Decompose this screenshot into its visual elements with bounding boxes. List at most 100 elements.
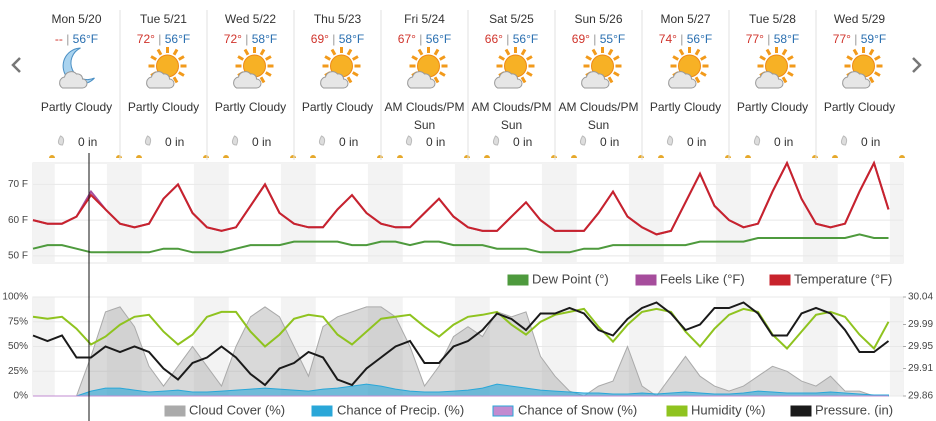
drop-icon	[231, 135, 239, 146]
sun-ray	[439, 71, 446, 77]
low-temp: 58°F	[338, 32, 365, 46]
temps: 77° | 58°F	[729, 32, 816, 46]
night-band	[628, 163, 642, 263]
separator: |	[850, 32, 861, 46]
cloud-icon	[320, 71, 349, 89]
next-arrow[interactable]	[912, 57, 922, 73]
precip-amount: 0 in	[339, 135, 359, 149]
legend-swatch	[635, 274, 657, 286]
line	[32, 301, 890, 387]
legend-label: Humidity (%)	[691, 402, 765, 417]
sun-ray	[346, 76, 353, 84]
legend-swatch	[769, 274, 791, 286]
separator: |	[154, 32, 165, 46]
cloud-icon	[59, 71, 88, 89]
precip-amount: 0 in	[861, 135, 881, 149]
high-temp: 72°	[223, 32, 242, 46]
sun-ray	[700, 55, 707, 61]
drop-icon	[753, 135, 761, 146]
day-label: Wed 5/29	[833, 12, 886, 26]
legend-label: Dew Point (°)	[532, 271, 609, 286]
sun-ray	[237, 55, 244, 61]
day-label: Fri 5/24	[404, 12, 445, 26]
sun-ray	[526, 55, 533, 61]
sun-ray	[504, 48, 511, 56]
sun-ray	[607, 48, 614, 56]
high-temp: 66°	[484, 32, 503, 46]
night-band	[207, 163, 229, 263]
sun-ray	[694, 76, 701, 84]
night-band	[193, 163, 207, 263]
y-tick-label: 75%	[8, 316, 28, 327]
cloud-icon	[755, 71, 784, 89]
high-temp: 67°	[397, 32, 416, 46]
sun-ray	[520, 76, 527, 84]
separator: |	[415, 32, 426, 46]
sun-ray	[156, 48, 163, 56]
prev-arrow[interactable]	[11, 57, 21, 73]
line	[32, 233, 889, 254]
sun-ray	[178, 55, 185, 61]
low-temp: 58°F	[773, 32, 800, 46]
sun-ray	[787, 55, 794, 61]
condition: Partly Cloudy	[823, 100, 896, 114]
day-label: Mon 5/27	[660, 12, 711, 26]
day-label: Tue 5/21	[140, 12, 187, 26]
sun-ray	[259, 48, 266, 56]
cloud-icon	[581, 71, 610, 89]
sunrise-dot	[223, 155, 229, 158]
legend-label: Cloud Cover (%)	[189, 402, 285, 417]
sun-ray	[178, 71, 185, 77]
y-tick-label: 100%	[2, 292, 28, 303]
sun-ray	[613, 55, 620, 61]
day-label: Tue 5/28	[749, 12, 796, 26]
sun-ray	[411, 55, 418, 61]
sunrise-dot	[658, 155, 664, 158]
sun-ray	[172, 48, 179, 56]
sun-ray	[694, 48, 701, 56]
low-temp: 56°F	[425, 32, 452, 46]
high-temp: 72°	[136, 32, 155, 46]
condition: AM Clouds/PM Sun	[558, 100, 639, 132]
day-label: Sun 5/26	[574, 12, 623, 26]
precip-amount: 0 in	[426, 135, 446, 149]
legend-label: Temperature (°F)	[794, 271, 892, 286]
sun-ray	[150, 55, 157, 61]
cloud-icon	[146, 71, 175, 89]
sunset-dot	[725, 155, 731, 158]
temps: -- | 56°F	[33, 32, 120, 46]
sun-ray	[243, 48, 250, 56]
precip-amount: 0 in	[252, 135, 272, 149]
drop-icon	[144, 135, 152, 146]
sun-ray	[265, 55, 272, 61]
high-temp: 77°	[745, 32, 764, 46]
sun-ray	[259, 76, 266, 84]
sun-ray	[787, 71, 794, 77]
sun-ray	[433, 76, 440, 84]
legend-swatch	[666, 405, 688, 417]
legend-swatch	[311, 405, 333, 417]
precip-amount: 0 in	[774, 135, 794, 149]
night-band	[642, 163, 664, 263]
night-band	[381, 163, 403, 263]
temps: 67° | 56°F	[381, 32, 468, 46]
high-temp: --	[54, 32, 63, 46]
sunset-dot	[116, 155, 122, 158]
sun-ray	[265, 71, 272, 77]
night-band	[454, 163, 468, 263]
legend-label: Pressure. (in)	[815, 402, 893, 417]
y-tick-label: 50 F	[8, 250, 28, 261]
low-temp: 56°F	[164, 32, 191, 46]
sunrise-dot	[832, 155, 838, 158]
sun-ray	[324, 55, 331, 61]
cloud-icon	[842, 71, 871, 89]
night-band	[816, 163, 838, 263]
condition: AM Clouds/PM Sun	[471, 100, 552, 132]
separator: |	[589, 32, 600, 46]
cloud-icon	[494, 71, 523, 89]
sun-ray	[352, 55, 359, 61]
sun-ray	[672, 55, 679, 61]
y2-tick-label: 29.91	[908, 363, 933, 374]
y-tick-label: 50%	[8, 341, 28, 352]
